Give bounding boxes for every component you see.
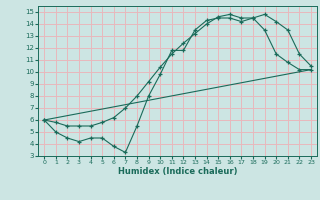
X-axis label: Humidex (Indice chaleur): Humidex (Indice chaleur) [118, 167, 237, 176]
